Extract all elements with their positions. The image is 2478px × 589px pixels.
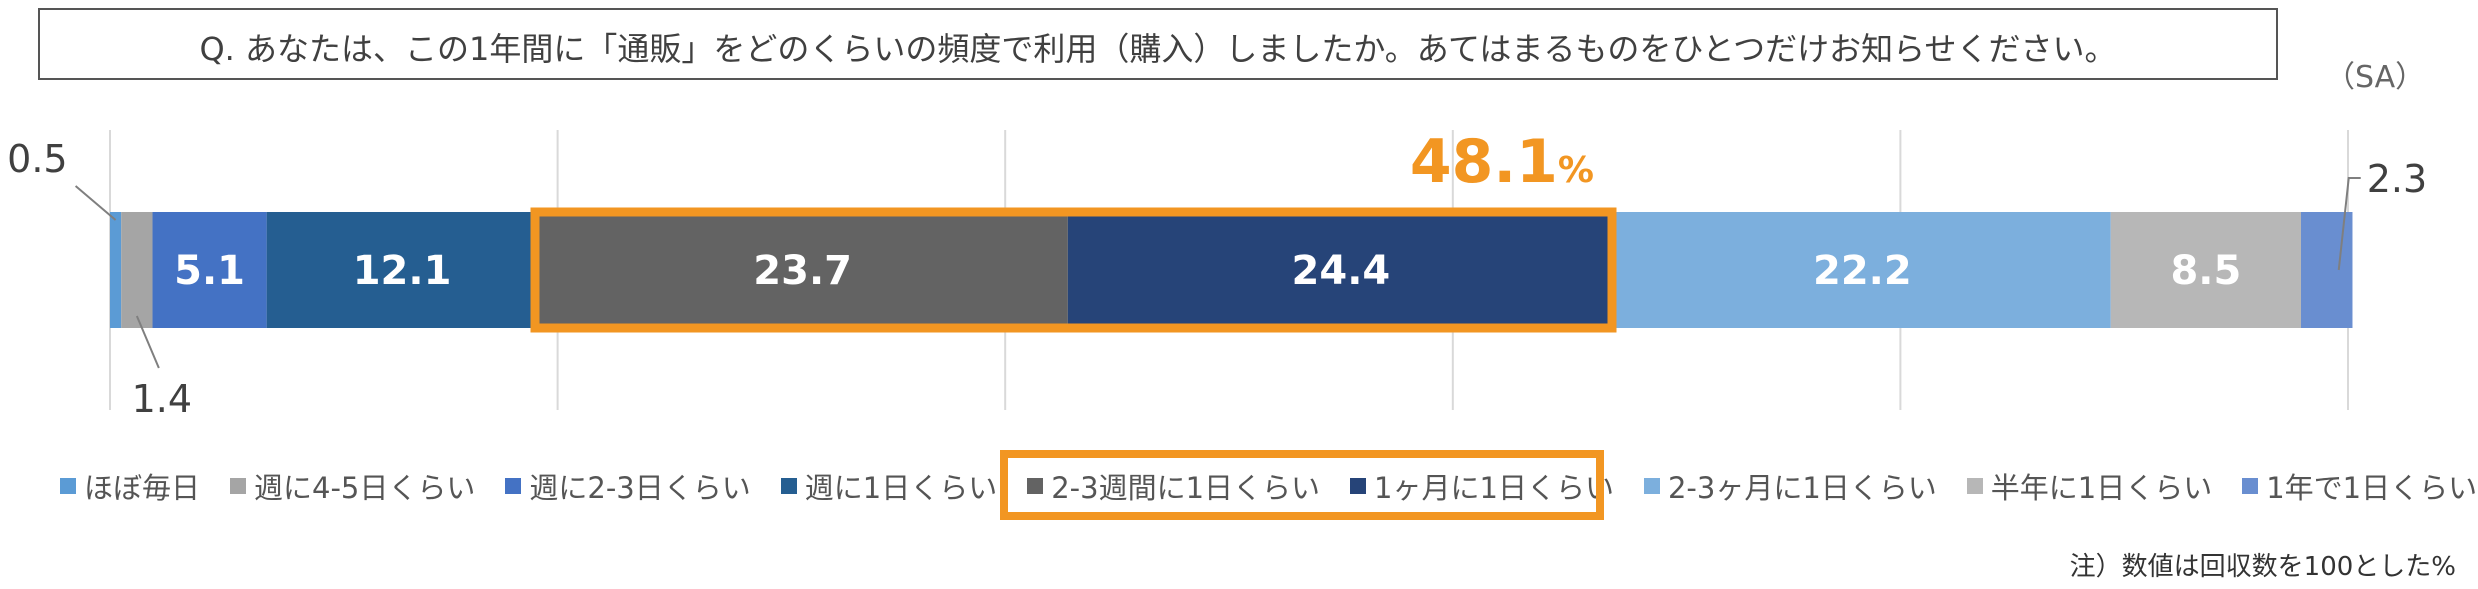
question-text: Q. あなたは、この1年間に「通販」をどのくらいの頻度で利用（購入）しましたか。… <box>199 30 2117 68</box>
legend-label: 2-3週間に1日くらい <box>1051 471 1321 505</box>
bar-segment <box>121 212 153 328</box>
legend-swatch <box>1027 478 1044 494</box>
question-box: Q. あなたは、この1年間に「通販」をどのくらいの頻度で利用（購入）しましたか。… <box>38 8 2278 80</box>
legend-swatch <box>505 478 522 494</box>
bar-segment <box>152 212 267 328</box>
legend-label: 半年に1日くらい <box>1990 471 2213 505</box>
legend-label: 2-3ヶ月に1日くらい <box>1667 471 1937 505</box>
legend-item: 半年に1日くらい <box>1966 465 2213 507</box>
highlight-unit: % <box>1558 150 1594 191</box>
bar-segment <box>110 212 122 328</box>
legend-label: ほぼ毎日 <box>84 471 201 505</box>
legend-item: 1年で1日くらい <box>2242 465 2477 507</box>
callout-label: 1.4 <box>132 377 192 421</box>
legend-item: 週に4-5日くらい <box>230 465 475 507</box>
callout-line <box>135 315 160 369</box>
bar-segment <box>537 212 1068 328</box>
bar-segment <box>2301 212 2353 328</box>
legend-swatch <box>2242 478 2259 494</box>
bar-segments <box>110 212 2353 328</box>
legend-label: 1ヶ月に1日くらい <box>1374 471 1614 505</box>
callout-labels: 0.5 1.4 2.3 <box>7 137 2427 421</box>
data-labels: 5.1 12.1 23.7 24.4 22.2 8.5 <box>174 248 2241 294</box>
highlight-value: 48.1 <box>1410 127 1558 197</box>
callout-label: 2.3 <box>2367 157 2427 201</box>
legend-highlight-frame <box>1000 450 1604 520</box>
highlight-label: 48.1% <box>1410 127 1594 197</box>
bar-segment <box>2110 212 2302 328</box>
legend-item: 2-3週間に1日くらい <box>1027 465 1320 507</box>
stacked-bar-chart: 5.1 12.1 23.7 24.4 22.2 8.5 0.5 1.4 2.3 48.1% <box>7 127 2427 421</box>
legend-label: 週に1日くらい <box>804 471 998 505</box>
data-label: 8.5 <box>2170 248 2241 294</box>
legend-swatch <box>1966 478 1983 494</box>
bar-segment <box>1067 212 1614 328</box>
bar-segment <box>266 212 538 328</box>
data-label: 22.2 <box>1813 248 1912 294</box>
legend-swatch <box>780 478 797 494</box>
legend-item: 1ヶ月に1日くらい <box>1350 465 1614 507</box>
legend-label: 週に2-3日くらい <box>529 471 751 505</box>
legend-swatch <box>60 478 76 494</box>
callout-line <box>2337 177 2361 271</box>
callout-label: 0.5 <box>7 137 67 181</box>
data-label: 5.1 <box>174 248 245 294</box>
callout-line <box>74 185 117 221</box>
legend-item: 週に1日くらい <box>780 465 998 507</box>
sa-label: （SA） <box>2325 60 2426 95</box>
footnote: 注）数値は回収数を100とした% <box>2069 552 2456 582</box>
data-label: 24.4 <box>1292 248 1391 294</box>
legend-label: 週に4-5日くらい <box>254 471 476 505</box>
legend-swatch <box>230 478 247 494</box>
data-label: 12.1 <box>353 248 452 294</box>
legend: ほぼ毎日 週に4-5日くらい 週に2-3日くらい 週に1日くらい 2-3週間に1日くらい… <box>60 465 2477 507</box>
legend-label: 1年で1日くらい <box>2266 471 2478 505</box>
data-label: 23.7 <box>753 248 852 294</box>
bar-segment <box>1613 212 2111 328</box>
legend-swatch <box>1350 478 1367 494</box>
highlight-frame <box>530 207 1617 333</box>
legend-swatch <box>1643 478 1660 494</box>
legend-item: ほぼ毎日 <box>60 465 200 507</box>
legend-item: 2-3ヶ月に1日くらい <box>1643 465 1937 507</box>
legend-item: 週に2-3日くらい <box>505 465 751 507</box>
